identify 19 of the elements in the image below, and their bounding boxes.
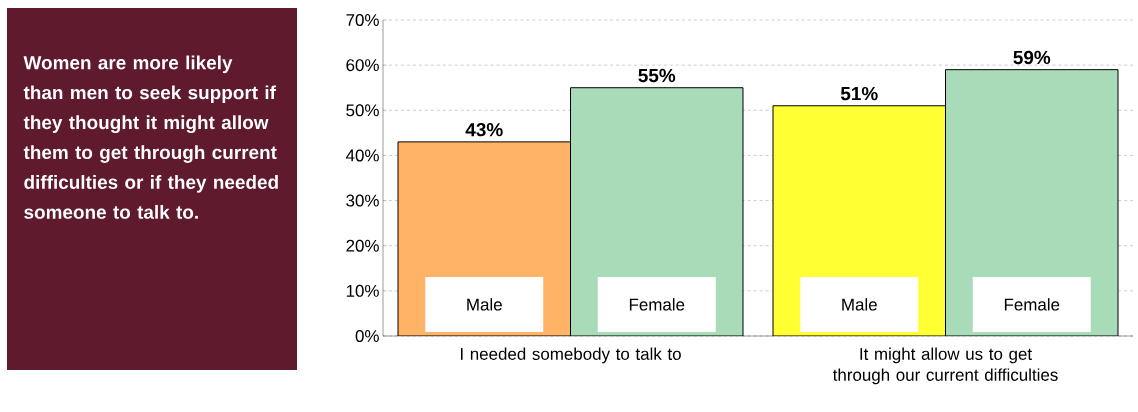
data-label: 43%: [465, 122, 503, 137]
y-tick-label: 70%: [346, 14, 379, 27]
y-tick-label: 60%: [346, 59, 379, 72]
y-tick-label: 30%: [346, 194, 379, 207]
data-label: 55%: [638, 68, 676, 83]
text: Male: [842, 298, 877, 311]
series-label: Male: [467, 298, 502, 311]
x-tick-label: It might allow us to get through our current difficulties: [832, 347, 1058, 385]
y-tick-label: 0%: [355, 330, 379, 342]
data-label: 59%: [1013, 50, 1051, 65]
y-tick-label: 20%: [346, 239, 379, 252]
y-tick-label: 50%: [346, 104, 379, 117]
text: Women are more likely than men to seek support if they thought it might allow them to get through current difficulties or if they needed someone to talk to.: [23, 55, 278, 219]
data-label: 51%: [840, 86, 878, 101]
x-tick-label: I needed somebody to talk to: [460, 347, 681, 364]
text: Female: [1004, 298, 1060, 311]
y-tick-label: 40%: [345, 149, 379, 162]
series-label: Female: [629, 298, 685, 311]
y-tick-label: 10%: [346, 284, 379, 297]
